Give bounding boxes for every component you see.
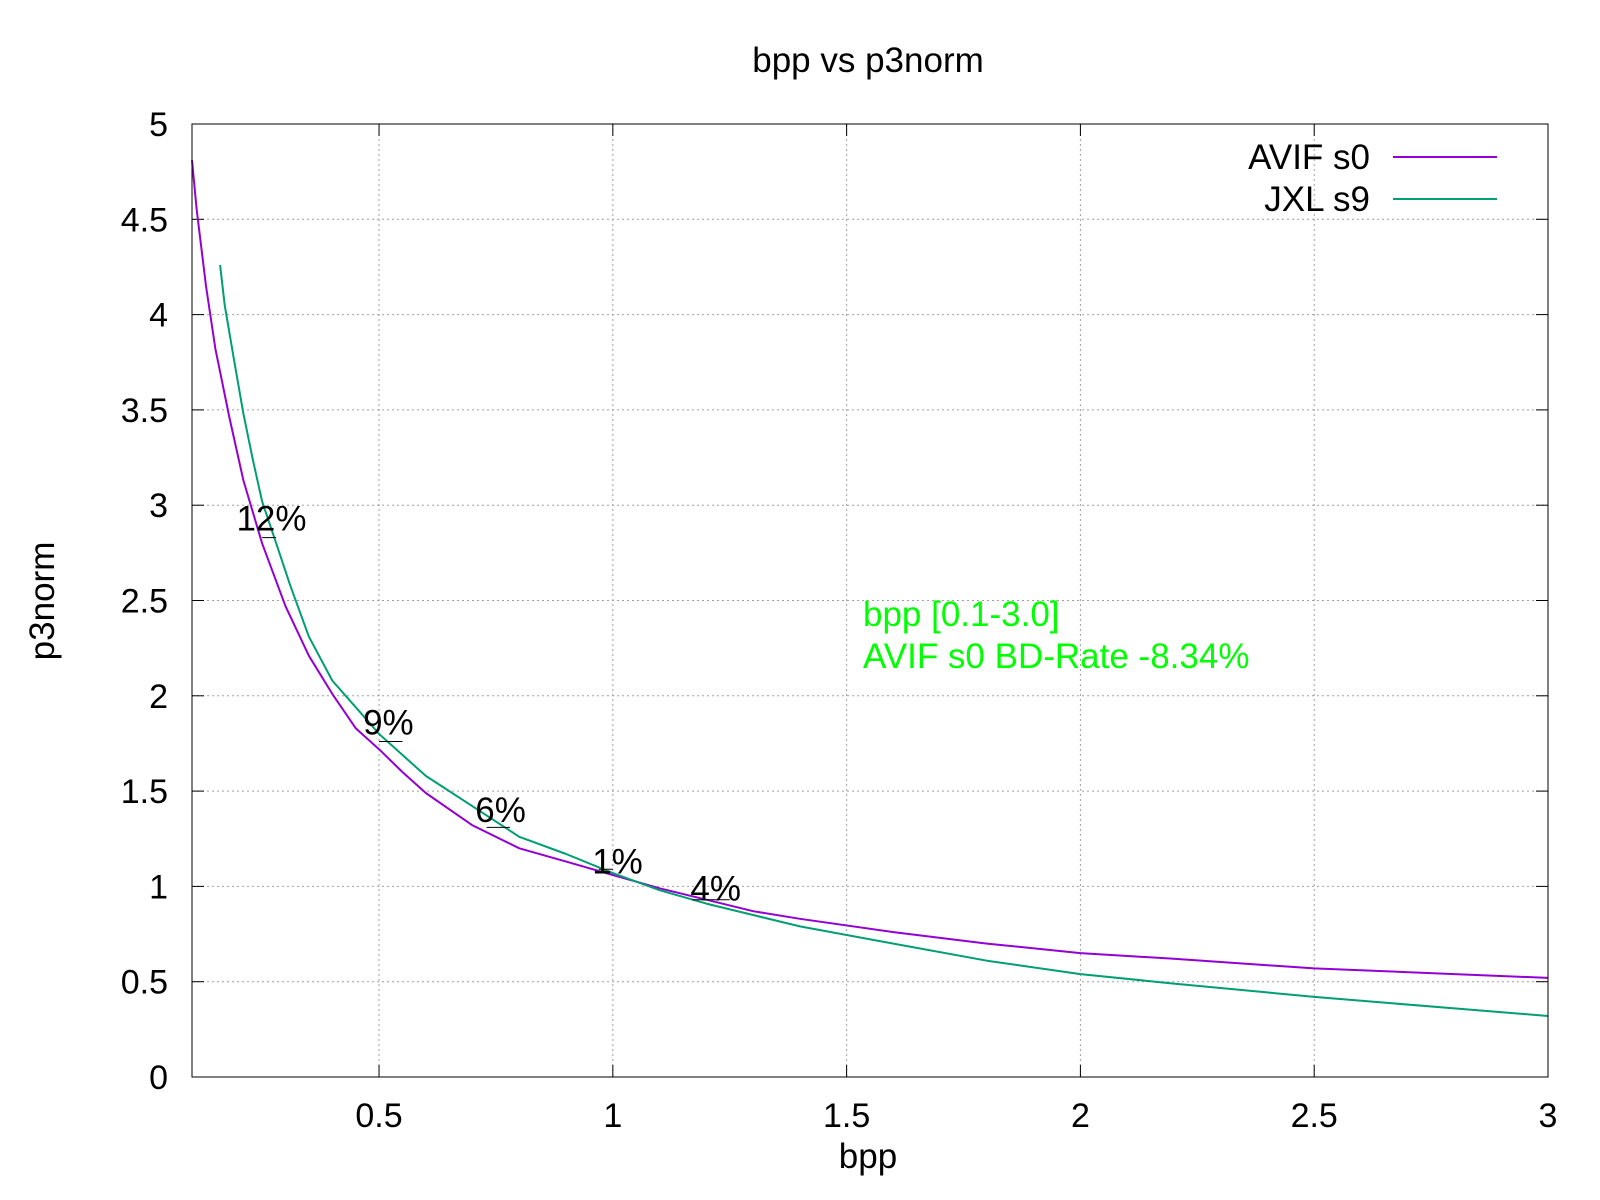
note-line-2: AVIF s0 BD-Rate -8.34%: [863, 637, 1249, 676]
y-tick-label: 0.5: [121, 964, 168, 1002]
y-tick-label: 1.5: [121, 773, 168, 811]
y-tick-label: 4: [149, 297, 168, 335]
x-tick-label: 3: [1539, 1097, 1558, 1135]
y-tick-label: 3: [149, 487, 168, 525]
y-axis-label: p3norm: [23, 542, 62, 661]
series-lines: [191, 160, 1549, 1017]
annotation-label: 12%: [236, 500, 306, 539]
x-tick-label: 2: [1071, 1097, 1090, 1135]
annotation-label: 4%: [690, 869, 741, 908]
plot-frame: [191, 123, 1549, 1078]
ticks: 0 0.5 1 1.5 2 2.5 3 3.5 4 4.5 5 0.5 1 1.5 2 2.5 3: [121, 106, 1558, 1135]
y-tick-label: 5: [149, 106, 168, 144]
series-line-avif-s0: [191, 160, 1549, 979]
y-tick-label: 1: [149, 868, 168, 906]
legend-label: JXL s9: [1264, 180, 1370, 219]
x-tick-label: 1: [603, 1097, 622, 1135]
y-tick-label: 2: [149, 678, 168, 716]
y-tick-label: 0: [149, 1059, 168, 1097]
x-tick-label: 1.5: [823, 1097, 870, 1135]
x-axis-label: bpp: [839, 1137, 897, 1176]
grid: [192, 124, 1548, 1077]
chart-title: bpp vs p3norm: [752, 41, 984, 80]
y-tick-label: 2.5: [121, 583, 168, 621]
annotation-label: 9%: [363, 703, 414, 742]
annotation-label: 6%: [475, 791, 526, 830]
annotations: 12% 9% 6% 1% 4%: [236, 500, 741, 909]
annotation-label: 1%: [592, 843, 643, 882]
bd-rate-note: bpp [0.1-3.0] AVIF s0 BD-Rate -8.34%: [863, 595, 1249, 676]
legend-label: AVIF s0: [1248, 138, 1370, 177]
series-line-jxl-s9: [219, 264, 1549, 1017]
y-tick-label: 3.5: [121, 392, 168, 430]
note-line-1: bpp [0.1-3.0]: [863, 595, 1060, 634]
x-tick-label: 2.5: [1291, 1097, 1338, 1135]
x-tick-label: 0.5: [355, 1097, 402, 1135]
y-tick-label: 4.5: [121, 201, 168, 239]
